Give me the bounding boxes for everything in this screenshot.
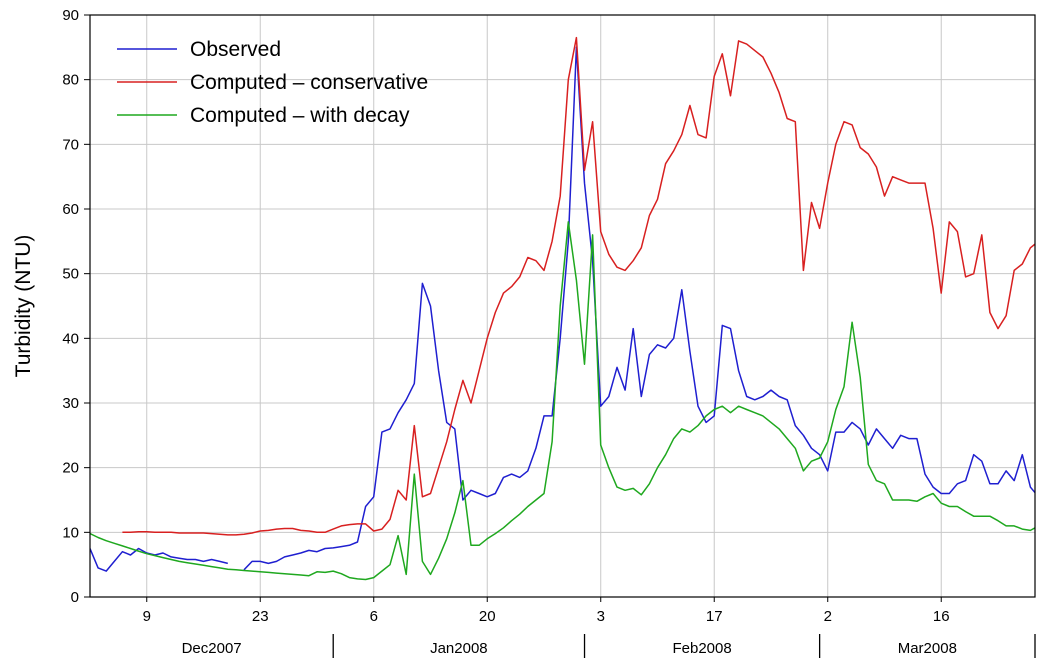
- y-tick-label: 0: [71, 589, 79, 606]
- series-lines: [90, 36, 1035, 581]
- grid-lines: [90, 15, 1035, 597]
- x-tick-label: 9: [143, 608, 151, 625]
- series-line-1: [243, 46, 1035, 571]
- y-axis-ticks: 0 10 20 30 40 50 60 70 80 90: [62, 7, 90, 606]
- x-tick-label: 23: [252, 608, 269, 625]
- x-tick-label: 6: [370, 608, 378, 625]
- series-line-1: [90, 547, 228, 572]
- month-label: Feb2008: [672, 640, 731, 657]
- y-tick-label: 30: [62, 395, 79, 412]
- x-tick-label: 20: [479, 608, 496, 625]
- x-tick-label: 3: [597, 608, 605, 625]
- series-line-2: [122, 36, 1035, 536]
- month-label: Mar2008: [898, 640, 957, 657]
- legend-label: Computed – with decay: [190, 104, 410, 127]
- month-axis: Dec2007 Jan2008 Feb2008 Mar2008: [182, 634, 1036, 658]
- y-tick-label: 70: [62, 136, 79, 153]
- legend: Observed Computed – conservative Computed …: [117, 38, 428, 127]
- y-tick-label: 20: [62, 460, 79, 477]
- x-tick-label: 16: [933, 608, 950, 625]
- y-tick-label: 80: [62, 72, 79, 89]
- y-tick-label: 90: [62, 7, 79, 24]
- legend-label: Observed: [190, 38, 281, 61]
- month-label: Jan2008: [430, 640, 488, 657]
- plot-frame: [89, 14, 1036, 598]
- y-tick-label: 40: [62, 330, 79, 347]
- legend-label: Computed – conservative: [190, 71, 428, 94]
- y-tick-label: 10: [62, 524, 79, 541]
- series-line-3: [90, 221, 1035, 581]
- x-axis-ticks: 92362031721630: [143, 597, 950, 625]
- x-tick-label: 2: [824, 608, 832, 625]
- y-tick-label: 50: [62, 266, 79, 283]
- y-tick-label: 60: [62, 201, 79, 218]
- month-label: Dec2007: [182, 640, 242, 657]
- y-axis-label: Turbidity (NTU): [12, 235, 35, 378]
- x-tick-label: 17: [706, 608, 723, 625]
